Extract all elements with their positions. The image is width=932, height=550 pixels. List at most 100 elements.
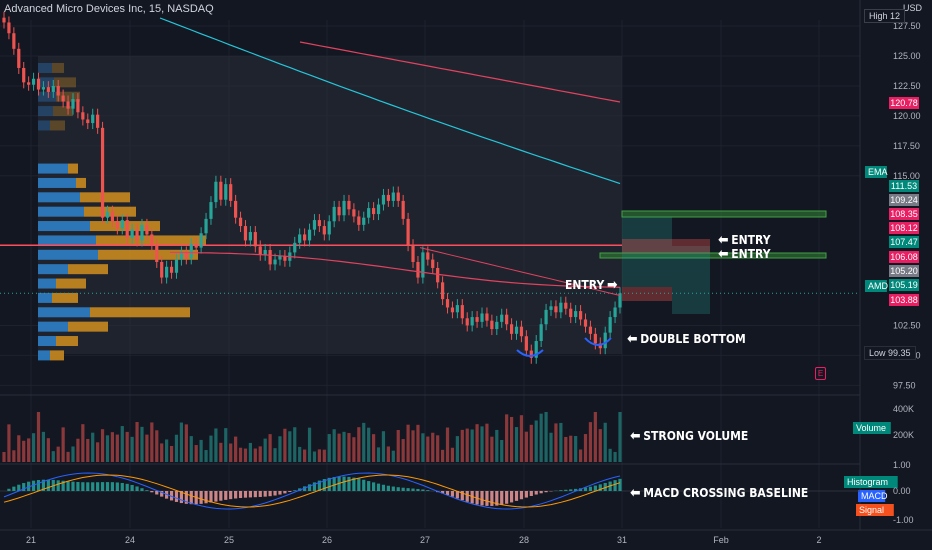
price-axis-tick: 120.00: [893, 111, 921, 121]
macd-histogram-bar: [273, 491, 277, 496]
volume-bar: [27, 438, 31, 462]
macd-histogram-bar: [593, 485, 597, 491]
volume-profile-bar-up: [38, 120, 50, 131]
volume-bar: [391, 450, 395, 462]
volume-bar: [12, 450, 16, 462]
price-tag-bg: [889, 180, 919, 192]
volume-bar: [2, 452, 6, 462]
volume-bar: [564, 436, 568, 462]
volume-bar: [219, 442, 223, 462]
volume-bar: [401, 439, 405, 462]
volume-bar: [436, 435, 440, 462]
volume-bar: [342, 431, 346, 462]
price-tag-bg: [889, 294, 919, 306]
volume-bar: [209, 435, 213, 462]
volume-profile-bar-up: [38, 192, 80, 203]
volume-bar: [588, 422, 593, 462]
macd-histogram-bar: [396, 487, 400, 491]
high-value: 12: [890, 11, 901, 21]
candle-body: [22, 67, 26, 83]
volume-bar: [66, 451, 70, 462]
macd-histogram-bar: [36, 480, 41, 491]
volume-bar: [41, 431, 46, 462]
volume-bar: [367, 427, 371, 462]
volume-bar: [534, 420, 538, 462]
low-value: 99.35: [888, 348, 911, 358]
macd-histogram-bar: [238, 491, 243, 499]
volume-profile-bar-up: [38, 249, 98, 260]
target-zone-upper: [621, 210, 827, 218]
price-axis-tick: 127.50: [893, 21, 921, 31]
volume-bar: [51, 451, 55, 462]
macd-histogram-bar: [288, 491, 292, 492]
macd-histogram-bar: [219, 491, 223, 501]
price-tag-bg: [889, 279, 919, 291]
candle-body: [2, 17, 6, 23]
macd-line: [3, 472, 621, 510]
candle-body: [470, 317, 474, 326]
macd-histogram-bar: [224, 491, 228, 500]
volume-profile-bar-up: [38, 321, 68, 332]
volume-bar: [440, 449, 445, 462]
macd-histogram-bar: [401, 487, 405, 491]
macd-histogram-bar: [490, 491, 494, 506]
macd-histogram-bar: [155, 491, 159, 495]
volume-profile-bar-up: [38, 278, 56, 289]
macd-histogram-bar: [66, 481, 70, 491]
volume-bar: [56, 446, 60, 462]
candle-body: [406, 218, 410, 246]
candle-body: [51, 85, 55, 92]
ema-fast-line-lower: [169, 251, 621, 288]
volume-bar: [337, 433, 341, 462]
candle-body: [91, 114, 95, 124]
volume-bar: [500, 439, 504, 462]
candle-body: [322, 226, 326, 235]
volume-bar: [574, 436, 578, 462]
histogram-label: Histogram: [847, 477, 888, 487]
macd-axis-tick: 1.00: [893, 460, 911, 470]
candle-body: [475, 317, 479, 322]
candle-body: [362, 217, 366, 225]
candle-body: [27, 82, 31, 85]
volume-bar: [253, 448, 257, 462]
macd-histogram-bar: [234, 491, 238, 499]
macd-histogram-bar: [56, 480, 60, 491]
candle-body: [165, 266, 169, 278]
price-tag-value: 103.88: [890, 295, 918, 305]
candle-body: [61, 95, 65, 102]
macd-histogram-bar: [71, 481, 75, 491]
volume-profile-bar-up: [38, 350, 50, 361]
macd-histogram-bar: [253, 491, 257, 498]
macd-histogram-bar: [440, 491, 445, 494]
volume-bar: [307, 427, 312, 462]
volume-profile-bar-down: [68, 264, 108, 275]
macd-histogram-bar: [500, 491, 504, 505]
earnings-event-marker[interactable]: E: [815, 367, 826, 380]
volume-bar: [559, 422, 563, 462]
macd-histogram-bar: [204, 491, 208, 504]
candle-body: [357, 216, 361, 225]
volume-bar: [243, 448, 248, 462]
candle-body: [396, 192, 400, 201]
volume-bar: [17, 435, 21, 462]
candle-body: [169, 266, 174, 273]
volume-bar: [194, 445, 198, 462]
volume-profile-bar-up: [38, 235, 96, 246]
volume-profile-range: [38, 56, 622, 354]
position-profit-zone-2: [672, 246, 710, 314]
candle-body: [578, 311, 583, 320]
candle-body: [445, 299, 450, 308]
candle-body: [352, 209, 356, 217]
double-bottom-arc-1: [516, 349, 544, 357]
ema-label-bg: [865, 166, 887, 178]
macd-axis-tick: 0.00: [893, 486, 911, 496]
volume-profile-bar-down: [52, 292, 78, 303]
position-stop-zone-1: [622, 239, 710, 253]
volume-bar: [303, 449, 307, 462]
candle-body: [120, 220, 124, 229]
candle-body: [179, 252, 184, 260]
volume-profile-bar-up: [38, 336, 56, 347]
macd-histogram-bar: [406, 488, 410, 491]
candle-body: [539, 324, 543, 342]
